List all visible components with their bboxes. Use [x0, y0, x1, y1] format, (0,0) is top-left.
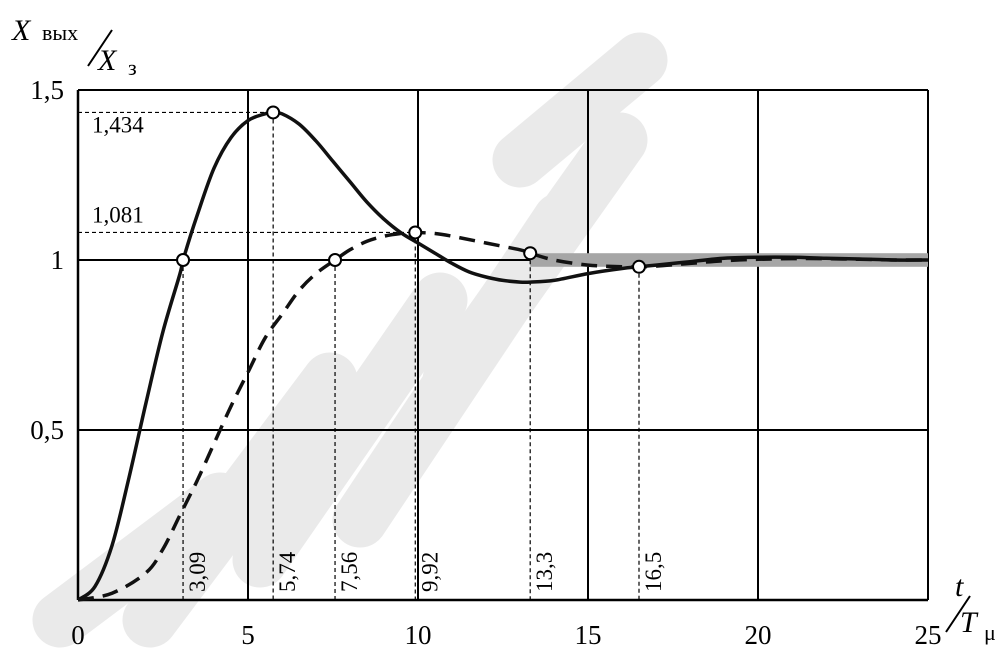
y-axis-label-den-sub: з [128, 55, 137, 80]
x-axis-label-num: t [955, 570, 964, 603]
x-axis-label-den-sub: μ [984, 620, 996, 645]
vertical-annotation-label-1: 5,74 [275, 551, 300, 592]
annotation-guides [78, 111, 640, 600]
point-marker-1 [266, 105, 281, 120]
tick-labels: 0 5 10 15 20 25 0,5 1 1,5 [30, 75, 941, 650]
series-line-dashed [77, 230, 929, 602]
point-marker-0 [176, 253, 191, 267]
vertical-annotation-label-5: 16,5 [641, 552, 666, 592]
watermark-stripe-5 [492, 32, 668, 188]
annotation-labels: 3,09 5,74 7,56 9,92 13,3 16,5 1,434 1,081 [92, 112, 666, 592]
point-marker-3 [408, 225, 423, 240]
y-axis-label-main: X [11, 14, 32, 47]
vertical-annotation-label-2: 7,56 [337, 552, 362, 592]
tolerance-band-rect [530, 253, 928, 267]
y-axis-label-main-sub: вых [42, 20, 78, 45]
horizontal-annotation-label-1: 1,081 [92, 202, 144, 227]
x-tick-label-4: 20 [745, 620, 772, 650]
y-tick-label-2: 1,5 [30, 75, 64, 105]
y-tick-label-1: 1 [51, 245, 65, 275]
series-line-solid [76, 110, 929, 602]
point-marker-2 [328, 253, 343, 267]
point-markers [176, 105, 646, 274]
x-tick-label-1: 5 [241, 620, 255, 650]
y-axis-label-den: X [97, 44, 118, 77]
x-tick-label-2: 10 [405, 620, 432, 650]
vertical-annotation-label-0: 3,09 [185, 552, 210, 592]
y-axis-label-slash [87, 29, 113, 67]
grid [76, 89, 929, 602]
point-marker-4 [523, 246, 538, 261]
x-axis-label-den: T [960, 606, 979, 639]
watermark-stripe-1 [122, 352, 358, 648]
vertical-annotation-label-3: 9,92 [417, 552, 442, 592]
axis-labels: X вых X з t T μ [11, 14, 996, 645]
tolerance-band [530, 253, 928, 267]
x-tick-label-3: 15 [575, 620, 602, 650]
horizontal-annotation-label-0: 1,434 [92, 112, 144, 137]
series-lines [76, 110, 929, 602]
x-tick-label-5: 25 [915, 620, 942, 650]
x-tick-label-0: 0 [71, 620, 85, 650]
vertical-annotation-label-4: 13,3 [532, 552, 557, 592]
point-marker-5 [632, 259, 646, 274]
y-tick-label-0: 0,5 [30, 415, 64, 445]
x-axis-label-slash [945, 595, 971, 633]
